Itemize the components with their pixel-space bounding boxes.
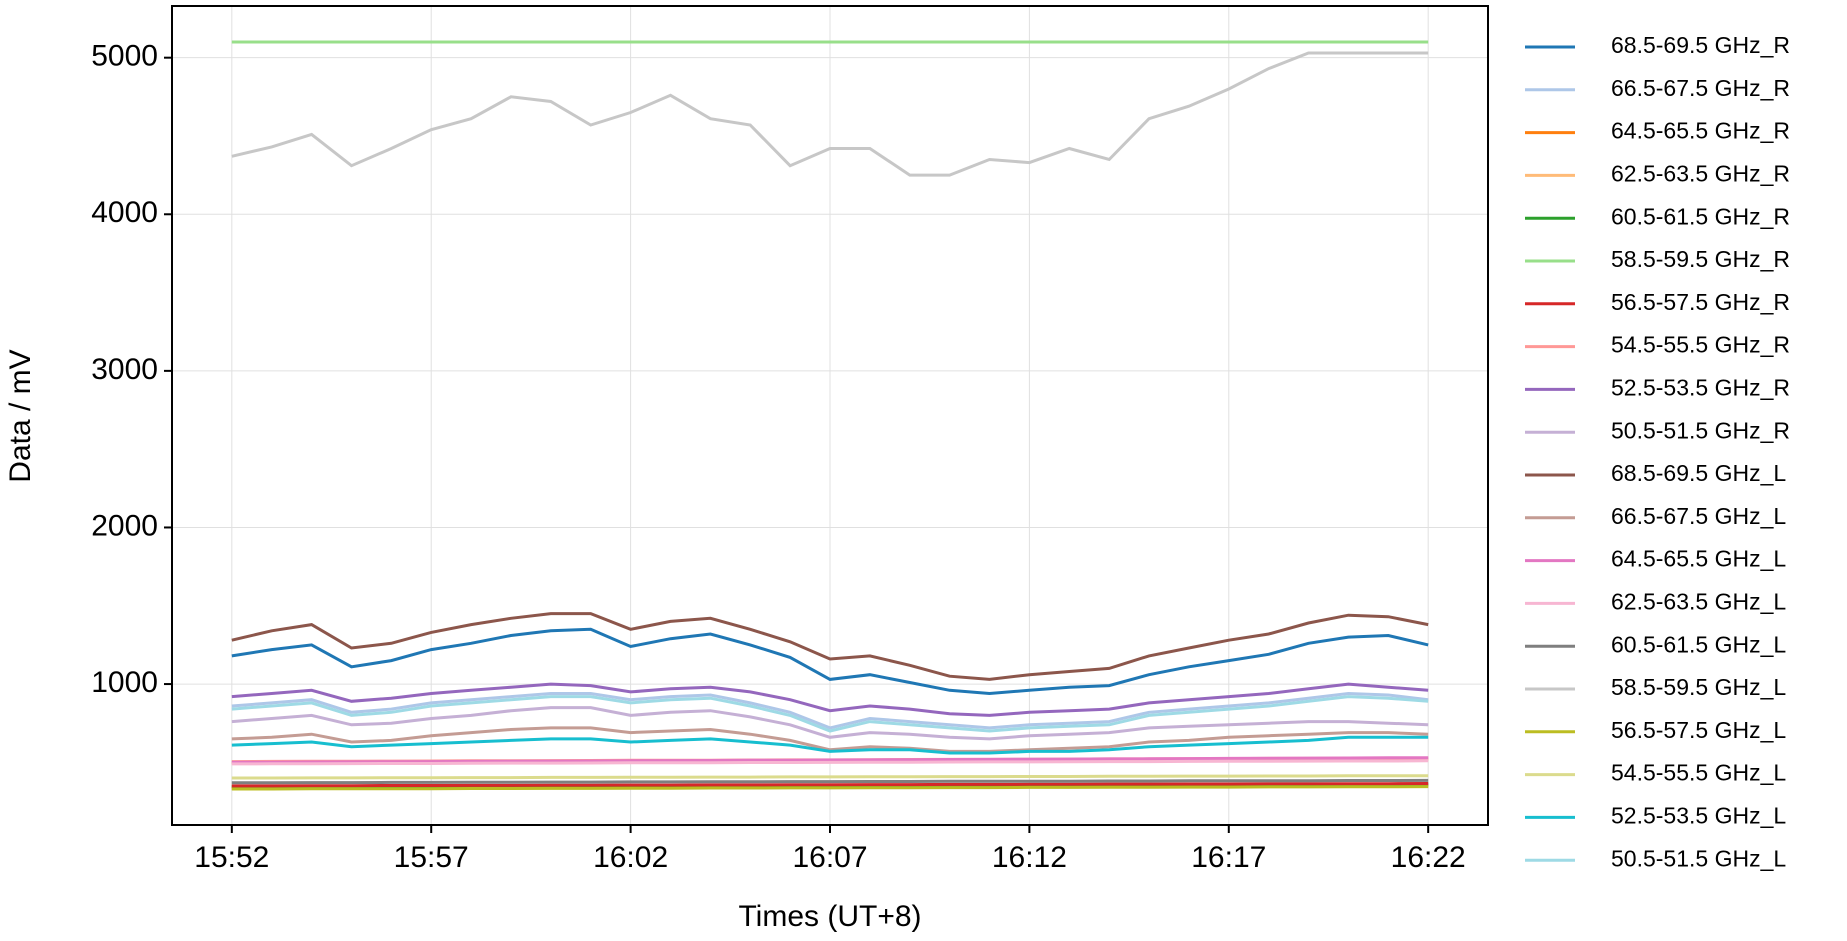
legend-label: 66.5-67.5 GHz_L: [1611, 503, 1786, 529]
legend-label: 52.5-53.5 GHz_R: [1611, 374, 1790, 400]
x-tick-label: 16:22: [1391, 841, 1466, 874]
legend-label: 62.5-63.5 GHz_L: [1611, 588, 1786, 614]
plot-frame: [171, 5, 1489, 826]
x-axis-label: Times (UT+8): [738, 900, 921, 933]
series-line: [231, 691, 1429, 730]
legend-label: 68.5-69.5 GHz_L: [1611, 460, 1786, 486]
series-line: [231, 612, 1429, 681]
series-line: [231, 726, 1429, 753]
legend-label: 58.5-59.5 GHz_R: [1611, 246, 1790, 272]
legend-label: 62.5-63.5 GHz_R: [1611, 160, 1790, 186]
legend-label: 64.5-65.5 GHz_L: [1611, 546, 1786, 572]
legend-label: 54.5-55.5 GHz_L: [1611, 760, 1786, 786]
series-line: [231, 627, 1429, 696]
x-tick-label: 16:17: [1191, 841, 1266, 874]
y-tick-label: 2000: [91, 509, 158, 542]
legend-label: 56.5-57.5 GHz_L: [1611, 717, 1786, 743]
legend-label: 60.5-61.5 GHz_R: [1611, 203, 1790, 229]
legend-label: 60.5-61.5 GHz_L: [1611, 631, 1786, 657]
series-line: [231, 782, 1429, 788]
y-axis-label: Data / mV: [4, 349, 37, 482]
legend-label: 50.5-51.5 GHz_R: [1611, 417, 1790, 443]
legend-label: 54.5-55.5 GHz_R: [1611, 332, 1790, 358]
series-line: [231, 695, 1429, 733]
series-line: [231, 706, 1429, 741]
series-line: [231, 51, 1429, 177]
y-tick-label: 4000: [91, 196, 158, 229]
legend-label: 68.5-69.5 GHz_R: [1611, 32, 1790, 58]
x-tick-label: 16:02: [593, 841, 668, 874]
legend-label: 56.5-57.5 GHz_R: [1611, 289, 1790, 315]
series-line: [231, 774, 1429, 780]
series-line: [231, 759, 1429, 766]
series-line: [231, 682, 1429, 717]
y-tick-label: 3000: [91, 353, 158, 386]
legend-label: 66.5-67.5 GHz_R: [1611, 75, 1790, 101]
legend-label: 64.5-65.5 GHz_R: [1611, 118, 1790, 144]
x-tick-label: 16:12: [992, 841, 1067, 874]
legend-label: 50.5-51.5 GHz_L: [1611, 845, 1786, 871]
y-tick-label: 5000: [91, 40, 158, 73]
legend-label: 58.5-59.5 GHz_L: [1611, 674, 1786, 700]
series-line: [231, 735, 1429, 755]
y-tick-label: 1000: [91, 666, 158, 699]
x-tick-label: 16:07: [792, 841, 867, 874]
series-line: [231, 778, 1429, 785]
series-line: [231, 785, 1429, 791]
series-line: [231, 756, 1429, 764]
x-tick-label: 15:52: [194, 841, 269, 874]
legend-label: 52.5-53.5 GHz_L: [1611, 802, 1786, 828]
x-tick-label: 15:57: [394, 841, 469, 874]
